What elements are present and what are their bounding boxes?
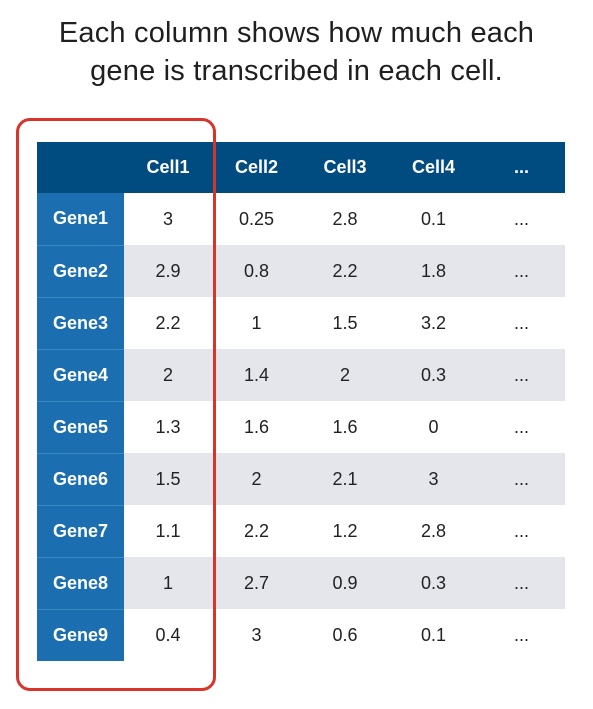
- row-header-gene: Gene8: [37, 556, 124, 609]
- table-cell: 0.8: [212, 245, 301, 297]
- column-header-cell2: Cell2: [212, 142, 301, 193]
- table-row: Gene9 0.4 3 0.6 0.1...: [37, 608, 565, 661]
- table-cell-more: ...: [478, 193, 565, 245]
- row-header-gene: Gene1: [37, 193, 124, 245]
- row-header-gene: Gene2: [37, 244, 124, 297]
- table-row: Gene7 1.1 2.2 1.2 2.8...: [37, 504, 565, 557]
- table-cell: 1.1: [124, 505, 212, 557]
- table-cell: 0: [389, 401, 478, 453]
- table-cell: 2.7: [212, 557, 301, 609]
- table-cell: 1: [212, 297, 301, 349]
- table-cell: 1.6: [301, 401, 389, 453]
- table-cell-more: ...: [478, 453, 565, 505]
- table-cell-more: ...: [478, 557, 565, 609]
- table-cell: 1: [124, 557, 212, 609]
- table-row: Gene3 2.2 1 1.5 3.2...: [37, 296, 565, 349]
- table-row: Gene5 1.3 1.6 1.6 0...: [37, 400, 565, 453]
- table-cell: 0.25: [212, 193, 301, 245]
- table-row: Gene8 1 2.7 0.9 0.3...: [37, 556, 565, 609]
- table-cell: 1.5: [301, 297, 389, 349]
- title-line-2: gene is transcribed in each cell.: [90, 55, 503, 87]
- table-cell: 0.3: [389, 557, 478, 609]
- table-cell: 2: [124, 349, 212, 401]
- column-header-more: ...: [478, 142, 565, 193]
- table-cell: 1.2: [301, 505, 389, 557]
- table-cell: 2.2: [301, 245, 389, 297]
- table-cell: 3: [389, 453, 478, 505]
- table-cell: 1.5: [124, 453, 212, 505]
- table-cell: 2.8: [389, 505, 478, 557]
- table-cell: 2.2: [124, 297, 212, 349]
- expression-table: Cell1 Cell2 Cell3 Cell4 ... Gene1 3 0.25 2.…: [37, 142, 565, 661]
- title-line-1: Each column shows how much each: [58, 17, 535, 49]
- table-row: Gene1 3 0.25 2.8 0.1...: [37, 193, 565, 245]
- table-row: Gene6 1.5 2 2.1 3...: [37, 452, 565, 505]
- row-header-gene: Gene7: [37, 504, 124, 557]
- table-cell: 2: [301, 349, 389, 401]
- row-header-gene: Gene9: [37, 608, 124, 661]
- table-cell-more: ...: [478, 505, 565, 557]
- table-cell: 0.9: [301, 557, 389, 609]
- page-title: Each column shows how much each gene is …: [0, 14, 593, 90]
- table-cell: 0.6: [301, 609, 389, 661]
- table-cell: 2: [212, 453, 301, 505]
- table-cell: 1.8: [389, 245, 478, 297]
- table-cell: 2.2: [212, 505, 301, 557]
- row-header-gene: Gene5: [37, 400, 124, 453]
- table-cell-more: ...: [478, 609, 565, 661]
- table-cell: 0.1: [389, 609, 478, 661]
- column-header-cell3: Cell3: [301, 142, 389, 193]
- table-cell: 3: [124, 193, 212, 245]
- table-row: Gene4 2 1.4 2 0.3...: [37, 348, 565, 401]
- table-cell-more: ...: [478, 245, 565, 297]
- table-cell: 0.4: [124, 609, 212, 661]
- table-cell-more: ...: [478, 349, 565, 401]
- row-header-gene: Gene3: [37, 296, 124, 349]
- table-cell-more: ...: [478, 297, 565, 349]
- table-cell: 1.6: [212, 401, 301, 453]
- table-cell: 3: [212, 609, 301, 661]
- column-header-cell4: Cell4: [389, 142, 478, 193]
- table-cell: 0.3: [389, 349, 478, 401]
- table-cell: 2.8: [301, 193, 389, 245]
- table-row: Gene2 2.9 0.8 2.2 1.8...: [37, 244, 565, 297]
- table-cell-more: ...: [478, 401, 565, 453]
- table-cell: 2.1: [301, 453, 389, 505]
- column-header-cell1: Cell1: [124, 142, 212, 193]
- table-cell: 2.9: [124, 245, 212, 297]
- table-cell: 1.4: [212, 349, 301, 401]
- table-header-row: Cell1 Cell2 Cell3 Cell4 ...: [37, 142, 565, 193]
- table-cell: 3.2: [389, 297, 478, 349]
- corner-cell: [37, 142, 124, 193]
- table-cell: 0.1: [389, 193, 478, 245]
- row-header-gene: Gene6: [37, 452, 124, 505]
- row-header-gene: Gene4: [37, 348, 124, 401]
- table-cell: 1.3: [124, 401, 212, 453]
